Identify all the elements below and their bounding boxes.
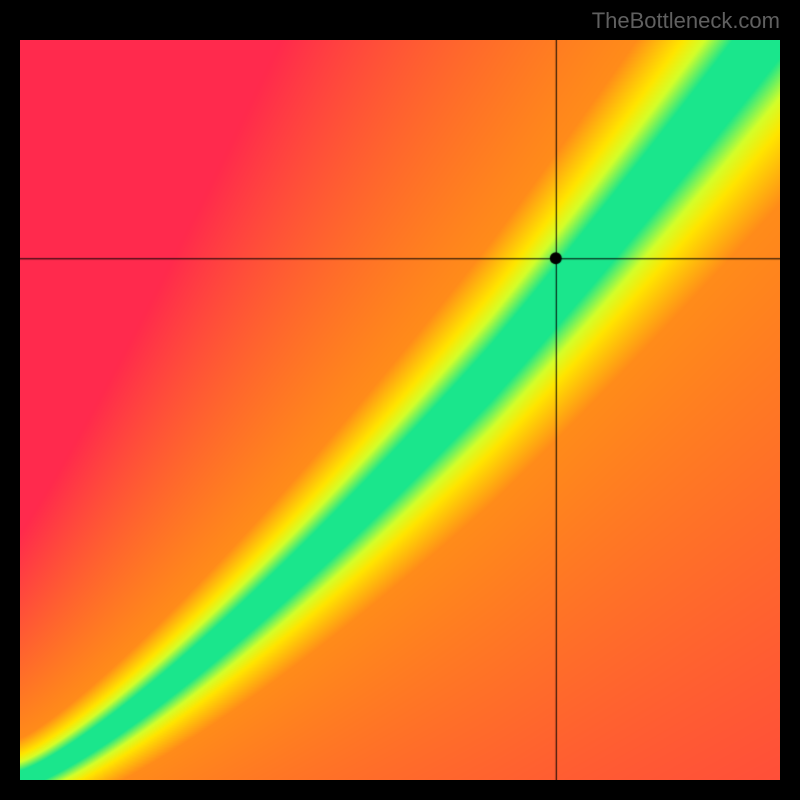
heatmap-chart bbox=[20, 40, 780, 780]
heatmap-canvas bbox=[20, 40, 780, 780]
watermark-text: TheBottleneck.com bbox=[592, 8, 780, 34]
